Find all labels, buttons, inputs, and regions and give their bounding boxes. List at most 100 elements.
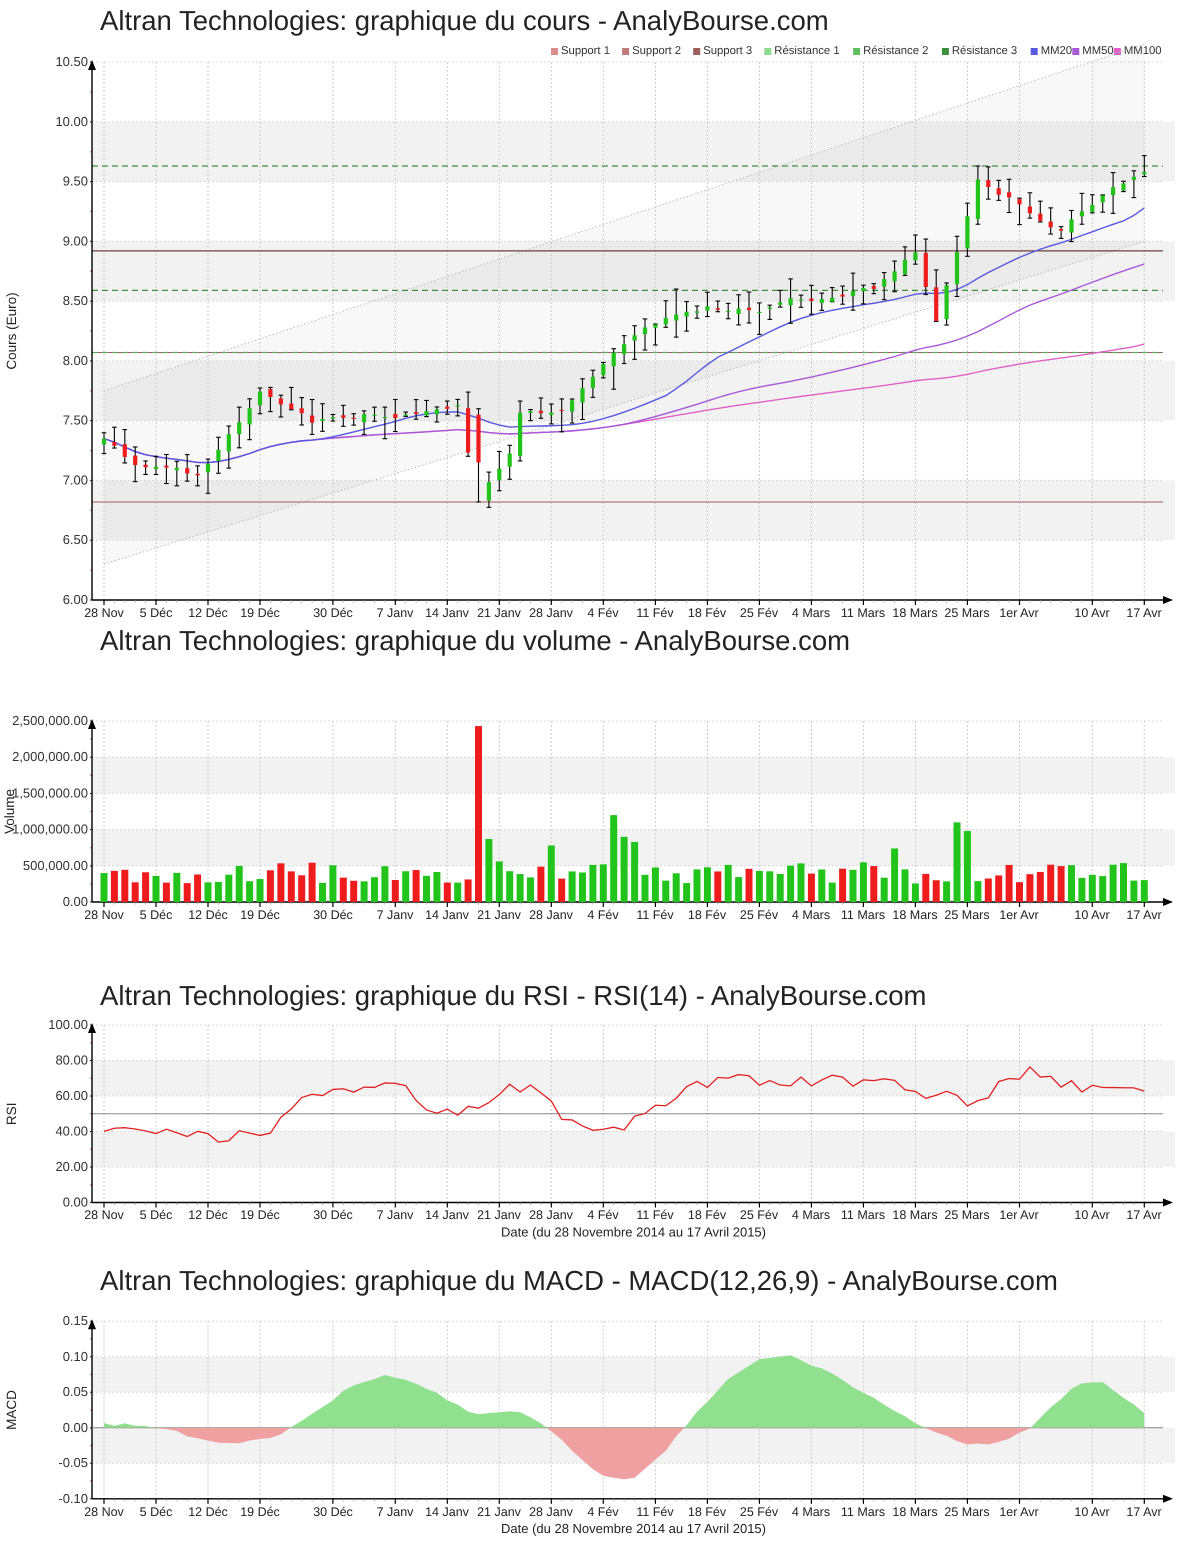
svg-text:28 Nov: 28 Nov — [84, 1505, 124, 1519]
svg-text:6.00: 6.00 — [63, 592, 88, 607]
svg-text:5 Déc: 5 Déc — [140, 1505, 173, 1519]
svg-text:28 Nov: 28 Nov — [84, 606, 124, 620]
svg-text:18 Fév: 18 Fév — [688, 1208, 727, 1222]
svg-text:0.10: 0.10 — [63, 1349, 88, 1364]
svg-text:10.50: 10.50 — [55, 54, 88, 69]
svg-text:11 Fév: 11 Fév — [636, 908, 674, 920]
svg-text:2,000,000.00: 2,000,000.00 — [12, 749, 88, 764]
svg-text:5 Déc: 5 Déc — [140, 606, 173, 620]
svg-text:18 Fév: 18 Fév — [688, 908, 727, 920]
svg-text:4 Mars: 4 Mars — [792, 1505, 830, 1519]
svg-text:28 Janv: 28 Janv — [529, 1505, 574, 1519]
svg-text:8.50: 8.50 — [63, 293, 88, 308]
svg-text:5 Déc: 5 Déc — [140, 908, 173, 920]
svg-text:25 Mars: 25 Mars — [944, 1208, 989, 1222]
svg-text:0.00: 0.00 — [63, 894, 88, 909]
svg-text:Volume: Volume — [2, 789, 17, 834]
svg-text:14 Janv: 14 Janv — [425, 1505, 470, 1519]
svg-text:2,500,000.00: 2,500,000.00 — [12, 713, 88, 728]
svg-text:30 Déc: 30 Déc — [313, 1505, 353, 1519]
svg-text:1er Avr: 1er Avr — [999, 1208, 1038, 1222]
svg-text:11 Mars: 11 Mars — [841, 1505, 885, 1519]
svg-text:1er Avr: 1er Avr — [999, 606, 1038, 620]
svg-text:11 Mars: 11 Mars — [841, 1208, 885, 1222]
svg-text:100.00: 100.00 — [48, 1017, 88, 1032]
svg-text:12 Déc: 12 Déc — [188, 1208, 228, 1222]
svg-text:4 Fév: 4 Fév — [587, 1208, 619, 1222]
svg-text:14 Janv: 14 Janv — [425, 606, 470, 620]
svg-text:0.00: 0.00 — [63, 1420, 88, 1435]
svg-text:Résistance 3: Résistance 3 — [952, 45, 1017, 57]
svg-text:11 Mars: 11 Mars — [841, 606, 885, 620]
svg-text:28 Janv: 28 Janv — [529, 1208, 574, 1222]
svg-text:MM50: MM50 — [1082, 45, 1113, 57]
svg-text:4 Mars: 4 Mars — [792, 606, 830, 620]
svg-text:28 Nov: 28 Nov — [84, 1208, 124, 1222]
svg-text:MM20: MM20 — [1041, 45, 1072, 57]
svg-text:17 Avr: 17 Avr — [1126, 606, 1161, 620]
svg-text:80.00: 80.00 — [55, 1053, 88, 1068]
svg-text:10 Avr: 10 Avr — [1074, 908, 1109, 920]
svg-text:25 Mars: 25 Mars — [944, 1505, 989, 1519]
svg-text:Résistance 2: Résistance 2 — [863, 45, 928, 57]
svg-text:7.00: 7.00 — [63, 472, 88, 487]
svg-text:4 Fév: 4 Fév — [587, 1505, 619, 1519]
svg-text:18 Mars: 18 Mars — [892, 606, 937, 620]
svg-text:17 Avr: 17 Avr — [1126, 1208, 1161, 1222]
svg-text:5 Déc: 5 Déc — [140, 1208, 173, 1222]
svg-text:11 Fév: 11 Fév — [636, 1505, 674, 1519]
svg-text:12 Déc: 12 Déc — [188, 606, 228, 620]
svg-text:7 Janv: 7 Janv — [377, 908, 415, 920]
svg-text:10.00: 10.00 — [55, 114, 88, 129]
svg-text:19 Déc: 19 Déc — [240, 1505, 280, 1519]
svg-text:25 Fév: 25 Fév — [740, 1208, 779, 1222]
svg-text:19 Déc: 19 Déc — [240, 908, 280, 920]
svg-text:7 Janv: 7 Janv — [377, 1505, 415, 1519]
svg-text:Cours (Euro): Cours (Euro) — [4, 292, 19, 369]
svg-text:1,000,000.00: 1,000,000.00 — [12, 822, 88, 837]
svg-text:9.00: 9.00 — [63, 233, 88, 248]
svg-text:0.15: 0.15 — [63, 1313, 88, 1328]
svg-text:18 Mars: 18 Mars — [892, 908, 937, 920]
svg-text:10 Avr: 10 Avr — [1074, 1505, 1109, 1519]
svg-text:20.00: 20.00 — [55, 1159, 88, 1174]
svg-text:4 Fév: 4 Fév — [587, 606, 619, 620]
svg-text:30 Déc: 30 Déc — [313, 1208, 353, 1222]
svg-text:11 Fév: 11 Fév — [636, 606, 674, 620]
svg-text:Altran Technologies: graphique: Altran Technologies: graphique du RSI - … — [100, 980, 926, 1011]
svg-text:7 Janv: 7 Janv — [377, 606, 415, 620]
svg-text:Altran Technologies: graphique: Altran Technologies: graphique du cours … — [100, 5, 829, 36]
svg-text:RSI: RSI — [4, 1103, 19, 1126]
svg-text:MACD: MACD — [4, 1390, 19, 1430]
svg-text:12 Déc: 12 Déc — [188, 908, 228, 920]
svg-text:30 Déc: 30 Déc — [313, 606, 353, 620]
svg-text:0.05: 0.05 — [63, 1384, 88, 1399]
svg-text:19 Déc: 19 Déc — [240, 1208, 280, 1222]
svg-text:12 Déc: 12 Déc — [188, 1505, 228, 1519]
svg-text:30 Déc: 30 Déc — [313, 908, 353, 920]
svg-text:7.50: 7.50 — [63, 413, 88, 428]
svg-text:17 Avr: 17 Avr — [1126, 908, 1161, 920]
svg-text:40.00: 40.00 — [55, 1124, 88, 1139]
svg-text:17 Avr: 17 Avr — [1126, 1505, 1161, 1519]
svg-text:1er Avr: 1er Avr — [999, 908, 1038, 920]
svg-text:Résistance 1: Résistance 1 — [774, 45, 839, 57]
svg-text:Support 1: Support 1 — [561, 45, 610, 57]
svg-text:28 Janv: 28 Janv — [529, 908, 574, 920]
svg-text:4 Fév: 4 Fév — [587, 908, 619, 920]
svg-text:25 Fév: 25 Fév — [740, 606, 779, 620]
svg-text:Date (du 28 Novembre 2014 au 1: Date (du 28 Novembre 2014 au 17 Avril 20… — [501, 1225, 766, 1240]
svg-text:8.00: 8.00 — [63, 353, 88, 368]
svg-text:21 Janv: 21 Janv — [477, 908, 522, 920]
svg-text:18 Mars: 18 Mars — [892, 1505, 937, 1519]
svg-text:18 Fév: 18 Fév — [688, 1505, 727, 1519]
svg-text:60.00: 60.00 — [55, 1088, 88, 1103]
svg-text:500,000.00: 500,000.00 — [23, 858, 88, 873]
svg-text:Support 3: Support 3 — [703, 45, 752, 57]
svg-text:Altran Technologies: graphique: Altran Technologies: graphique du MACD -… — [100, 1265, 1058, 1296]
svg-text:19 Déc: 19 Déc — [240, 606, 280, 620]
svg-text:14 Janv: 14 Janv — [425, 1208, 470, 1222]
svg-text:14 Janv: 14 Janv — [425, 908, 470, 920]
svg-text:21 Janv: 21 Janv — [477, 1505, 522, 1519]
svg-text:11 Fév: 11 Fév — [636, 1208, 674, 1222]
